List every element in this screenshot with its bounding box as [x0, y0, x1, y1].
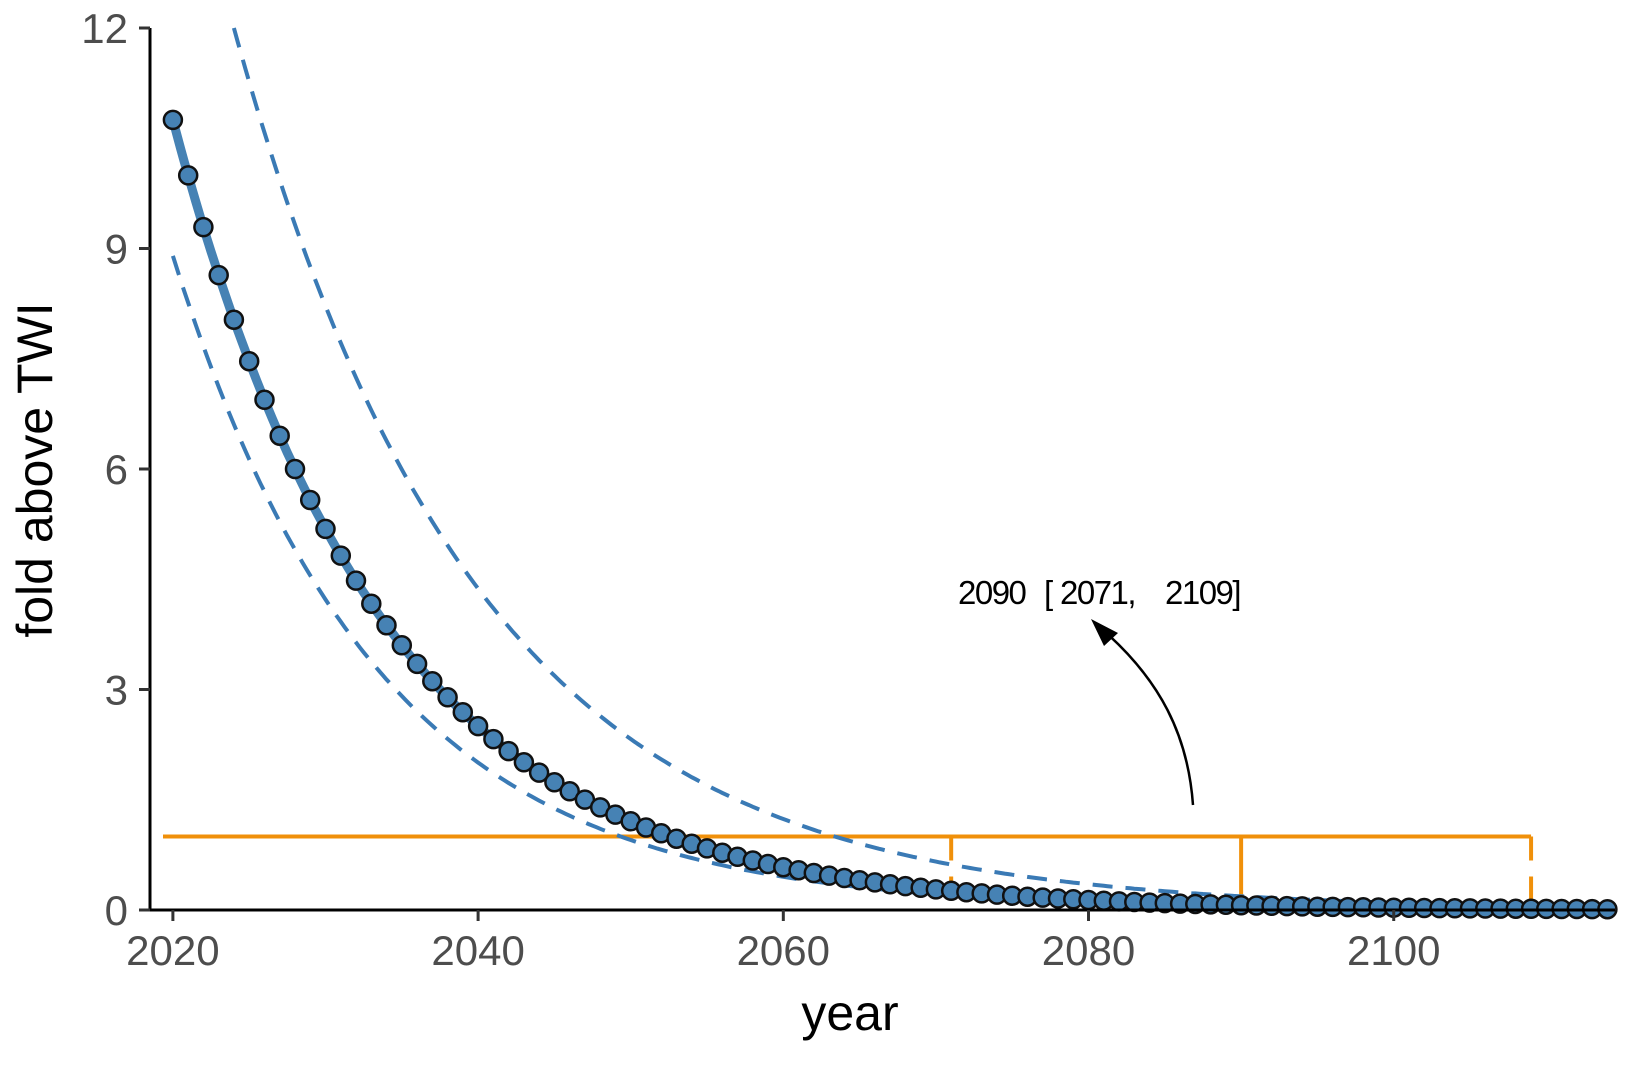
data-point-2032	[345, 570, 367, 591]
confidence-band-layer	[170, 27, 1608, 912]
data-point-2030	[315, 518, 336, 540]
data-point-2046	[559, 781, 580, 802]
data-point-2025	[238, 350, 260, 372]
upper-bound-line	[231, 27, 1608, 909]
annotation-arrowhead	[1091, 619, 1118, 646]
data-point-2028	[284, 458, 306, 480]
axes	[148, 28, 1615, 912]
data-point-2041	[483, 728, 504, 750]
data-point-2022	[193, 216, 214, 238]
x-tick-label-2040: 2040	[431, 927, 524, 974]
x-tick-label-2080: 2080	[1042, 927, 1135, 974]
annotation-bracket-open: [	[1044, 574, 1053, 611]
x-axis-title: year	[801, 985, 898, 1041]
series-layer	[168, 118, 1608, 914]
annotation-lower: 2071,	[1060, 574, 1135, 611]
annotation-year: 2090	[958, 574, 1027, 611]
data-point-2021	[177, 165, 199, 186]
data-point-2043	[513, 752, 535, 773]
tick-layer: 2020 2040 2060 2080 2100 0 3 6 9 12	[81, 5, 1440, 974]
annotation-upper: 2109]	[1165, 574, 1240, 611]
data-point-2026	[254, 389, 275, 411]
central-estimate-line	[168, 118, 1608, 914]
data-point-2029	[299, 489, 321, 511]
y-tick-label-3: 3	[105, 667, 128, 714]
data-point-2045	[544, 772, 565, 793]
y-tick-label-0: 0	[105, 887, 128, 934]
x-tick-label-2020: 2020	[126, 927, 219, 974]
y-tick-label-12: 12	[81, 5, 128, 52]
data-point-2039	[452, 701, 474, 723]
y-axis-title: fold above TWI	[7, 302, 63, 637]
x-tick-label-2100: 2100	[1347, 927, 1440, 974]
data-point-2027	[269, 425, 290, 446]
data-point-2044	[528, 762, 550, 783]
data-point-2037	[422, 670, 443, 692]
data-point-2023	[208, 264, 229, 286]
data-point-2031	[330, 545, 352, 566]
lower-bound-line	[170, 255, 1608, 912]
y-tick-label-6: 6	[105, 446, 128, 493]
annotation: 2090 [ 2071, 2109]	[958, 574, 1242, 806]
x-tick-label-2060: 2060	[737, 927, 830, 974]
data-point-2020	[162, 109, 184, 131]
data-point-2036	[406, 653, 428, 675]
data-point-2033	[361, 593, 382, 614]
data-point-2024	[223, 309, 245, 330]
data-point-2040	[467, 715, 489, 737]
y-tick-label-9: 9	[105, 226, 128, 273]
data-point-2034	[376, 615, 397, 636]
data-point-2038	[437, 687, 458, 708]
point-layer	[162, 109, 1618, 920]
data-point-2035	[391, 635, 413, 656]
annotation-arrow	[1102, 629, 1195, 806]
data-point-2042	[498, 740, 519, 762]
